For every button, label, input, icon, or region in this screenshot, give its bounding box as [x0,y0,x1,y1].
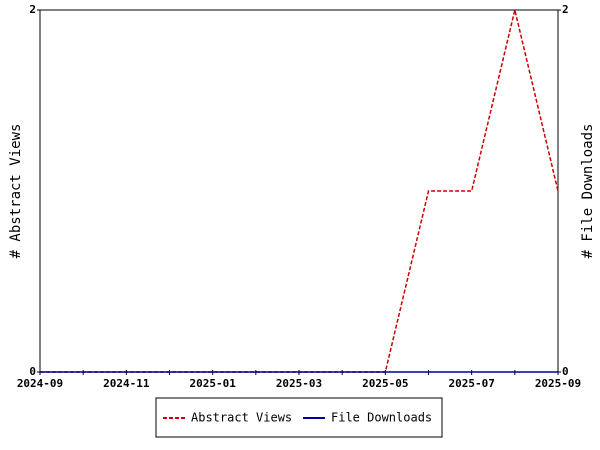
x-tick-label: 2025-03 [276,377,322,390]
legend-box [155,397,443,438]
x-tick-label: 2025-05 [362,377,408,390]
legend-label: File Downloads [331,411,432,425]
y2-tick-label: 2 [562,3,569,16]
x-tick-label: 2025-09 [535,377,581,390]
y2-tick-label: 0 [562,365,569,378]
x-tick-label: 2024-11 [103,377,150,390]
x-tick-label: 2024-09 [17,377,63,390]
x-tick-label: 2025-07 [448,377,494,390]
y2-axis-title: # File Downloads [580,124,596,259]
plot-frame [39,9,559,373]
x-tick-label: 2025-01 [189,377,236,390]
y-tick-label: 0 [29,365,36,378]
y-axis-title: # Abstract Views [8,124,24,259]
y-tick-label: 2 [29,3,36,16]
legend-label: Abstract Views [191,411,292,425]
